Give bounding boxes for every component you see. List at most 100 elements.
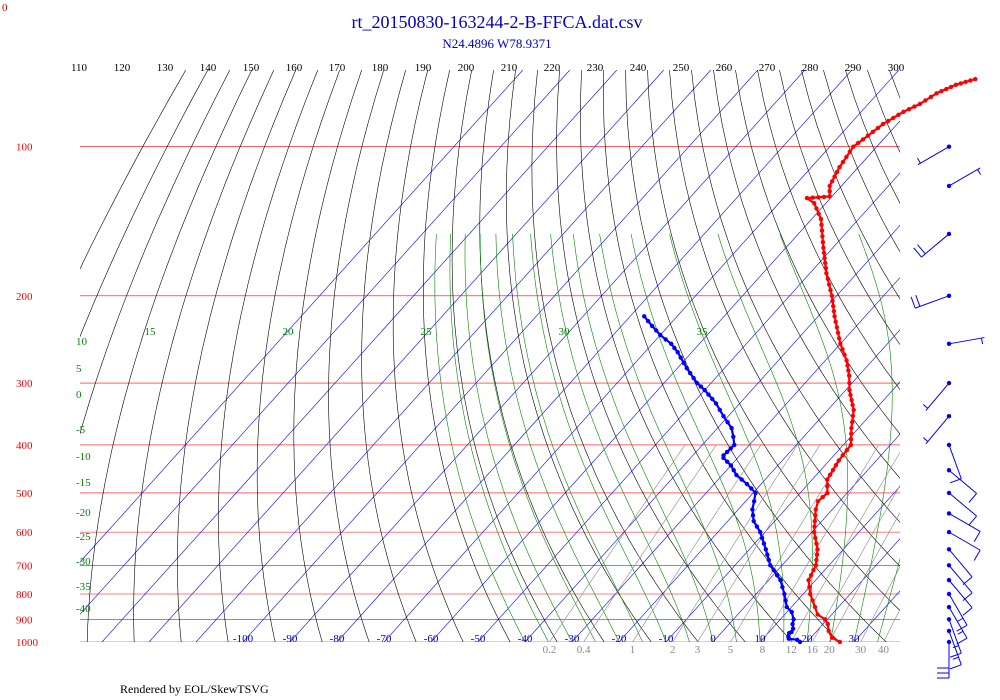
theta-top-label-120: 120 xyxy=(114,62,131,74)
mixing-ratio-line xyxy=(697,444,821,642)
temperature-point xyxy=(834,169,840,175)
dewpoint-point xyxy=(669,341,674,346)
dewpoint-point xyxy=(750,507,755,512)
mixing-ratio-label-0.4: 0.4 xyxy=(577,644,591,656)
mixing-ratio-line xyxy=(860,566,900,642)
wind-barb-150 xyxy=(913,231,952,258)
dewpoint-point xyxy=(778,577,783,583)
temperature-point xyxy=(837,639,843,645)
temperature-point xyxy=(948,84,954,90)
theta-top-label-180: 180 xyxy=(372,62,389,74)
wind-barb-staff xyxy=(915,295,950,309)
mixing-ratio-label-30: 30 xyxy=(855,644,867,656)
wind-barb-half-feather xyxy=(916,157,921,164)
dewpoint-point xyxy=(729,425,734,431)
wind-barb-feather xyxy=(917,244,926,255)
temperature-point xyxy=(828,287,833,293)
dry-adiabat-line xyxy=(757,70,900,391)
temperature-point xyxy=(810,195,815,200)
temperature-point xyxy=(813,507,818,512)
wind-barb-staff xyxy=(948,337,985,345)
temperature-point xyxy=(860,137,866,142)
wind-barb-850 xyxy=(946,604,968,645)
temperature-point xyxy=(820,239,826,245)
wind-barb-staff xyxy=(948,619,962,654)
moist-left-label--10: -10 xyxy=(76,451,91,463)
dry-adiabat-line xyxy=(603,70,840,642)
temperature-point xyxy=(939,89,944,94)
dry-adiabat-line xyxy=(669,70,900,567)
temperature-point xyxy=(822,255,827,261)
temperature-point xyxy=(850,402,855,408)
temperature-point xyxy=(973,76,978,82)
isobar-lines xyxy=(80,146,900,642)
temperature-point xyxy=(825,621,830,627)
temperature-point xyxy=(836,458,841,463)
temperature-point xyxy=(815,612,820,617)
temperature-point xyxy=(823,265,828,271)
temperature-point xyxy=(812,529,817,535)
moist-adiabat-line xyxy=(495,233,620,642)
dry-adiabat-line xyxy=(955,70,1000,642)
wind-barb-staff xyxy=(925,415,950,445)
isotherm-line xyxy=(948,70,1000,642)
dry-adiabat-line xyxy=(451,70,558,642)
isotherm-label--90: -90 xyxy=(283,633,298,645)
dry-adiabat-line xyxy=(86,70,253,642)
dewpoint-point xyxy=(678,355,683,360)
pressure-label-700: 700 xyxy=(16,560,33,572)
dry-adiabat-line xyxy=(80,70,231,435)
wind-barb-feather xyxy=(968,515,977,526)
dewpoint-point xyxy=(691,375,696,381)
temperature-point xyxy=(819,222,824,227)
dewpoint-point xyxy=(731,434,736,439)
temperature-point xyxy=(813,513,818,518)
isotherm-label--20: -20 xyxy=(612,633,627,645)
wind-barb-400 xyxy=(946,442,962,484)
isotherm-line xyxy=(618,329,900,642)
dry-adiabat-line xyxy=(823,70,900,253)
footer-credit: Rendered by EOL/SkewTSVG xyxy=(120,682,269,696)
wind-barb-250 xyxy=(946,337,985,347)
dewpoint-point xyxy=(782,591,787,597)
temperature-point xyxy=(806,577,811,583)
temperature-point xyxy=(830,467,836,473)
temperature-point xyxy=(844,447,850,453)
dry-adiabat-line xyxy=(506,70,652,642)
wind-barb-350 xyxy=(922,413,952,445)
temperature-point xyxy=(850,419,855,425)
temperature-point xyxy=(847,149,852,154)
temperature-point xyxy=(813,535,818,541)
temperature-point xyxy=(865,133,871,138)
wind-barb-staff xyxy=(948,531,981,551)
temperature-point xyxy=(963,79,968,85)
moist-adiabat-line xyxy=(779,233,848,642)
mixing-ratio-line xyxy=(762,444,879,642)
dewpoint-point xyxy=(649,323,655,329)
isotherm-line xyxy=(477,172,900,642)
isotherm-line xyxy=(148,70,665,642)
pressure-label-600: 600 xyxy=(16,527,33,539)
temperature-point xyxy=(837,165,842,170)
temperature-point xyxy=(814,541,819,546)
theta-top-label-160: 160 xyxy=(286,62,303,74)
mixing-ratio-line xyxy=(549,444,686,642)
isotherm-line xyxy=(571,277,900,642)
moist-adiabat-line xyxy=(599,233,737,642)
moist-left-label--25: -25 xyxy=(76,531,91,543)
dewpoint-point xyxy=(672,345,677,351)
dry-adiabat-line xyxy=(691,70,900,523)
isotherm-line xyxy=(759,485,900,642)
dewpoint-point xyxy=(751,499,757,504)
moist-adiabat-line xyxy=(550,233,690,642)
dewpoint-point xyxy=(758,529,763,535)
wind-barb-550 xyxy=(946,511,981,543)
temperature-point xyxy=(825,490,830,496)
wind-barb-feather xyxy=(962,576,973,586)
temperature-point xyxy=(953,82,959,88)
moist-top-label-35: 35 xyxy=(697,326,709,338)
temperature-point xyxy=(891,115,896,121)
temperature-point xyxy=(816,195,821,200)
temperature-point xyxy=(831,309,837,314)
chart-title: rt_20150830-163244-2-B-FFCA.dat.csv xyxy=(352,12,643,32)
